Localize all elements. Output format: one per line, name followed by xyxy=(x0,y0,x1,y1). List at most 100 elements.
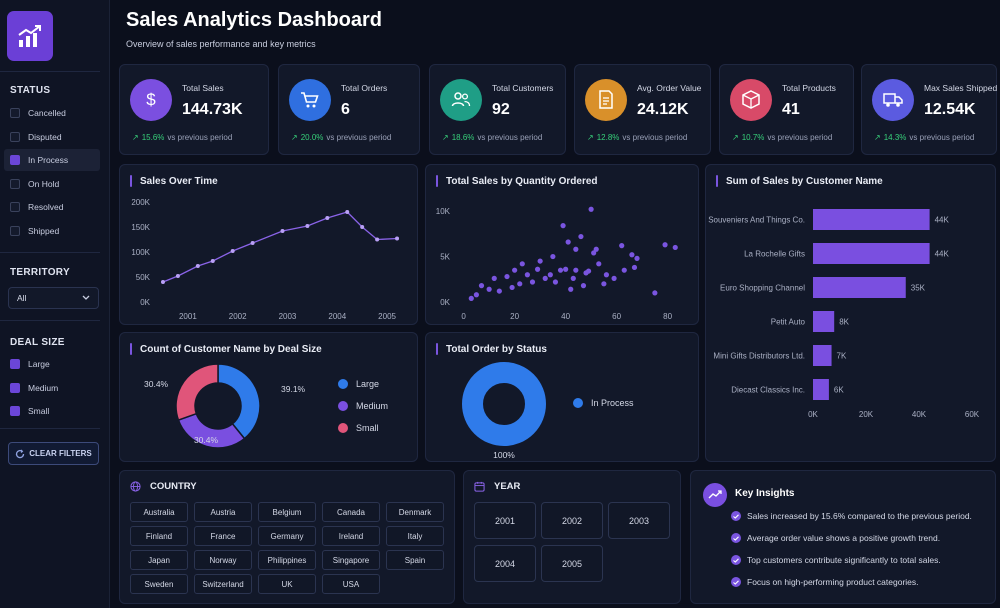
status-filter-shipped[interactable]: Shipped xyxy=(4,220,100,242)
year-chip-2001[interactable]: 2001 xyxy=(474,502,536,539)
country-chip-sweden[interactable]: Sweden xyxy=(130,574,188,594)
data-point[interactable] xyxy=(175,274,180,278)
checkbox[interactable] xyxy=(10,359,20,369)
deal-size-filter-small[interactable]: Small xyxy=(4,400,100,422)
scatter-point[interactable] xyxy=(547,272,553,278)
country-chip-italy[interactable]: Italy xyxy=(386,526,444,546)
country-chip-germany[interactable]: Germany xyxy=(258,526,316,546)
data-point[interactable] xyxy=(195,264,200,268)
checkbox[interactable] xyxy=(10,131,20,142)
status-filter-cancelled[interactable]: Cancelled xyxy=(4,102,100,124)
data-point[interactable] xyxy=(345,210,350,214)
country-chip-austria[interactable]: Austria xyxy=(194,502,252,522)
country-chip-australia[interactable]: Australia xyxy=(130,502,188,522)
scatter-point[interactable] xyxy=(580,283,587,289)
scatter-point[interactable] xyxy=(662,242,668,248)
legend-item[interactable]: Large xyxy=(338,379,379,389)
bar[interactable] xyxy=(813,243,930,264)
country-chip-philippines[interactable]: Philippines xyxy=(258,550,316,570)
checkbox[interactable] xyxy=(10,226,20,236)
legend-item[interactable]: Small xyxy=(338,423,379,433)
bar[interactable] xyxy=(813,311,835,332)
scatter-point[interactable] xyxy=(621,267,627,273)
legend-item[interactable]: Medium xyxy=(338,401,388,411)
scatter-point[interactable] xyxy=(504,273,510,280)
year-chip-2004[interactable]: 2004 xyxy=(474,545,536,582)
scatter-point[interactable] xyxy=(619,243,625,249)
scatter-point[interactable] xyxy=(550,253,556,260)
checkbox[interactable] xyxy=(10,382,20,393)
scatter-point[interactable] xyxy=(570,275,576,281)
scatter-point[interactable] xyxy=(591,250,597,256)
country-chip-norway[interactable]: Norway xyxy=(194,550,252,570)
country-chip-spain[interactable]: Spain xyxy=(386,550,444,570)
scatter-point[interactable] xyxy=(473,292,479,298)
scatter-point[interactable] xyxy=(537,258,543,264)
country-chip-france[interactable]: France xyxy=(194,526,252,546)
data-point[interactable] xyxy=(230,249,235,253)
scatter-point[interactable] xyxy=(557,267,564,273)
app-logo[interactable] xyxy=(7,11,53,61)
legend-item[interactable]: In Process xyxy=(573,398,634,408)
scatter-point[interactable] xyxy=(517,281,523,287)
country-chip-singapore[interactable]: Singapore xyxy=(322,550,380,570)
checkbox[interactable] xyxy=(10,155,20,166)
bar[interactable] xyxy=(813,209,930,230)
donut-slice[interactable] xyxy=(462,362,546,446)
bar[interactable] xyxy=(813,345,832,366)
scatter-point[interactable] xyxy=(512,267,518,273)
scatter-point[interactable] xyxy=(552,279,559,285)
scatter-point[interactable] xyxy=(542,275,548,281)
country-chip-switzerland[interactable]: Switzerland xyxy=(194,574,252,594)
scatter-point[interactable] xyxy=(524,272,530,278)
data-point[interactable] xyxy=(305,224,310,228)
year-chip-2003[interactable]: 2003 xyxy=(608,502,670,539)
scatter-point[interactable] xyxy=(596,261,602,267)
scatter-point[interactable] xyxy=(631,264,638,271)
data-point[interactable] xyxy=(325,216,330,220)
data-point[interactable] xyxy=(250,241,255,245)
country-chip-ireland[interactable]: Ireland xyxy=(322,526,380,546)
data-point[interactable] xyxy=(210,259,215,263)
scatter-point[interactable] xyxy=(568,286,574,292)
scatter-point[interactable] xyxy=(468,295,474,301)
scatter-point[interactable] xyxy=(519,261,525,267)
scatter-point[interactable] xyxy=(534,266,541,272)
scatter-point[interactable] xyxy=(585,268,592,274)
scatter-point[interactable] xyxy=(491,275,497,281)
country-chip-uk[interactable]: UK xyxy=(258,574,316,594)
bar[interactable] xyxy=(813,277,906,298)
scatter-point[interactable] xyxy=(629,252,635,258)
territory-select[interactable]: All xyxy=(8,287,99,309)
scatter-point[interactable] xyxy=(486,286,492,292)
donut-slice[interactable] xyxy=(175,363,219,422)
data-point[interactable] xyxy=(360,225,365,229)
data-point[interactable] xyxy=(375,237,380,242)
scatter-point[interactable] xyxy=(634,255,640,261)
deal-size-filter-large[interactable]: Large xyxy=(4,353,100,375)
scatter-point[interactable] xyxy=(672,244,678,251)
scatter-point[interactable] xyxy=(611,275,617,281)
scatter-point[interactable] xyxy=(603,272,610,278)
year-chip-2002[interactable]: 2002 xyxy=(541,502,603,539)
clear-filters-button[interactable]: CLEAR FILTERS xyxy=(8,442,99,465)
status-filter-disputed[interactable]: Disputed xyxy=(4,126,100,148)
data-point[interactable] xyxy=(280,229,285,233)
status-filter-resolved[interactable]: Resolved xyxy=(4,196,100,218)
country-chip-usa[interactable]: USA xyxy=(322,574,380,594)
country-chip-denmark[interactable]: Denmark xyxy=(386,502,444,522)
checkbox[interactable] xyxy=(10,108,20,118)
scatter-point[interactable] xyxy=(496,288,502,294)
scatter-point[interactable] xyxy=(601,281,607,287)
status-filter-in-process[interactable]: In Process xyxy=(4,149,100,172)
scatter-point[interactable] xyxy=(573,267,579,273)
scatter-point[interactable] xyxy=(529,279,536,285)
scatter-point[interactable] xyxy=(593,246,599,252)
scatter-point[interactable] xyxy=(652,290,658,296)
scatter-point[interactable] xyxy=(478,283,485,289)
country-chip-japan[interactable]: Japan xyxy=(130,550,188,570)
year-chip-2005[interactable]: 2005 xyxy=(541,545,603,582)
scatter-point[interactable] xyxy=(573,246,579,252)
scatter-point[interactable] xyxy=(560,223,566,229)
checkbox[interactable] xyxy=(10,178,20,189)
